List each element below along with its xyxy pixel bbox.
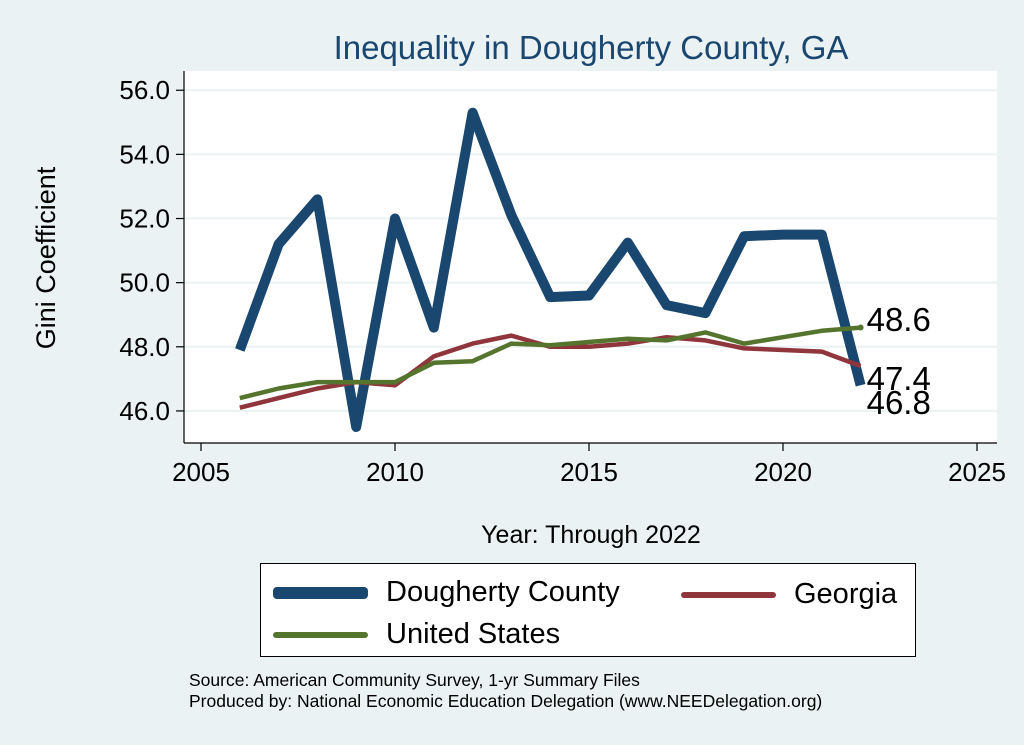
x-tick-label: 2005	[172, 457, 230, 487]
y-tick-label: 54.0	[119, 139, 170, 169]
legend: Dougherty County Georgia United States	[260, 563, 916, 657]
series-line-dougherty-county	[235, 107, 866, 432]
legend-swatch-united-states	[273, 631, 368, 638]
chart-title: Inequality in Dougherty County, GA	[334, 29, 849, 66]
series-line-united-states	[239, 325, 861, 401]
x-tick-label: 2010	[366, 457, 424, 487]
source-note: Source: American Community Survey, 1-yr …	[189, 670, 640, 690]
x-tick-label: 2015	[560, 457, 618, 487]
y-tick-label: 50.0	[119, 268, 170, 298]
y-tick-label: 56.0	[119, 75, 170, 105]
x-axis-label: Year: Through 2022	[481, 521, 701, 549]
x-tick-label: 2020	[754, 457, 812, 487]
x-tick-label: 2025	[948, 457, 1006, 487]
legend-item-georgia: Georgia	[681, 578, 897, 611]
end-label-georgia: 47.4	[867, 360, 931, 397]
end-label-dougherty-county: 46.8	[867, 384, 931, 421]
footer: Source: American Community Survey, 1-yr …	[189, 670, 822, 712]
legend-item-united-states: United States	[273, 618, 560, 651]
legend-swatch-georgia	[681, 591, 776, 598]
y-tick-label: 48.0	[119, 332, 170, 362]
y-axis-label: Gini Coefficient	[31, 166, 61, 349]
producer-note: Produced by: National Economic Education…	[189, 691, 823, 711]
legend-label-georgia: Georgia	[794, 578, 898, 610]
legend-item-dougherty-county: Dougherty County	[273, 576, 620, 609]
end-marker-united-states	[857, 324, 864, 331]
y-tick-label: 52.0	[119, 204, 170, 234]
legend-label-united-states: United States	[386, 618, 561, 650]
legend-label-dougherty-county: Dougherty County	[386, 576, 620, 608]
y-tick-label: 46.0	[119, 396, 170, 426]
end-label-united-states: 48.6	[867, 301, 931, 338]
legend-swatch-dougherty-county	[273, 586, 368, 599]
